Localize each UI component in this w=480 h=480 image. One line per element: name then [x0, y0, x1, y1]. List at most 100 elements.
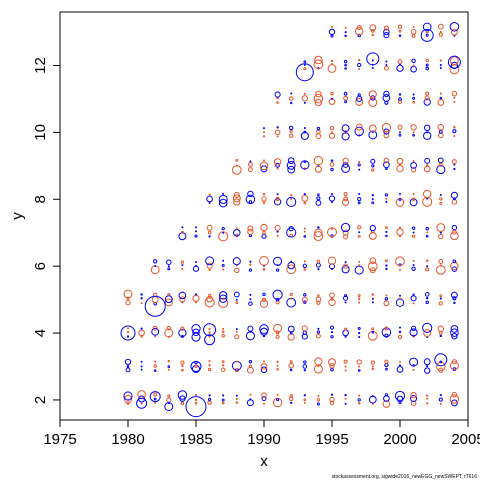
residual-bubble — [398, 330, 402, 334]
residual-bubble — [344, 294, 348, 298]
residual-bubble — [437, 123, 445, 131]
residual-bubble — [208, 331, 211, 334]
residual-bubble — [439, 96, 443, 100]
residual-bubble — [181, 368, 184, 372]
residual-bubble — [354, 265, 364, 275]
residual-bubble — [295, 63, 314, 82]
residual-bubble — [317, 394, 320, 397]
residual-bubble — [383, 25, 389, 31]
x-axis-title: x — [260, 453, 268, 470]
residual-bubble — [451, 224, 458, 231]
residual-bubble — [425, 259, 429, 262]
residual-bubble — [410, 28, 417, 35]
residual-bubble — [329, 162, 335, 167]
residual-bubble — [314, 55, 323, 65]
residual-bubble — [164, 328, 174, 338]
residual-bubble — [357, 62, 362, 68]
residual-bubble — [192, 294, 200, 302]
residual-bubble — [303, 67, 307, 71]
residual-bubble — [194, 401, 198, 405]
residual-bubble — [410, 325, 417, 331]
residual-bubble — [412, 96, 416, 100]
residual-bubble — [208, 364, 211, 367]
x-tick-label: 2000 — [383, 431, 416, 448]
residual-bubble — [153, 392, 158, 397]
residual-bubble — [263, 159, 265, 162]
residual-bubble — [178, 232, 187, 241]
residual-bubble — [384, 297, 389, 301]
residual-bubble — [276, 167, 279, 170]
residual-bubble — [343, 95, 349, 101]
residual-bubble — [276, 364, 279, 367]
residual-bubble — [126, 401, 130, 405]
residual-bubble — [235, 360, 238, 363]
residual-bubble — [411, 167, 417, 173]
residual-bubble — [399, 268, 401, 271]
residual-bubble — [423, 124, 431, 132]
residual-bubble — [303, 227, 306, 230]
residual-bubble — [411, 197, 416, 201]
residual-bubble — [167, 267, 171, 271]
residual-bubble — [439, 294, 443, 298]
residual-bubble — [371, 67, 374, 70]
residual-bubble — [153, 259, 158, 264]
residual-bubble — [412, 25, 415, 28]
residual-bubble — [452, 259, 457, 264]
residual-bubble — [422, 22, 432, 32]
residual-bubble — [246, 366, 254, 374]
residual-bubble — [167, 265, 170, 268]
residual-bubble — [301, 194, 309, 202]
residual-bubble — [207, 230, 212, 235]
residual-bubble — [344, 67, 347, 70]
residual-bubble — [314, 228, 323, 238]
residual-bubble — [398, 29, 402, 33]
residual-bubble — [385, 294, 388, 297]
residual-bubble — [288, 96, 294, 101]
residual-bubble — [399, 361, 401, 364]
residual-bubble — [397, 334, 403, 340]
residual-bubble — [261, 392, 267, 398]
residual-bubble — [302, 263, 307, 268]
residual-bubble — [410, 161, 418, 169]
residual-bubble — [412, 368, 415, 371]
residual-bubble — [385, 64, 388, 67]
residual-bubble — [247, 161, 253, 167]
residual-bubble — [167, 368, 170, 371]
residual-bubble — [220, 367, 226, 373]
residual-bubble — [317, 193, 320, 196]
residual-bubble — [371, 301, 374, 304]
residual-bubble — [341, 124, 350, 133]
residual-bubble — [208, 328, 211, 331]
residual-bubble — [437, 99, 445, 106]
residual-bubble — [315, 333, 321, 339]
residual-bubble — [342, 263, 349, 269]
residual-bubble — [194, 393, 198, 397]
residual-bubble — [177, 390, 188, 400]
residual-bubble — [385, 230, 388, 234]
residual-bubble — [164, 298, 173, 307]
residual-bubble — [208, 360, 211, 363]
residual-bubble — [439, 92, 442, 95]
residual-bubble — [314, 165, 322, 173]
residual-bubble — [439, 231, 442, 234]
residual-bubble — [426, 364, 429, 368]
residual-bubble — [303, 394, 306, 397]
residual-bubble — [207, 367, 212, 372]
residual-bubble — [422, 322, 433, 333]
residual-bubble — [425, 29, 429, 34]
residual-bubble — [303, 201, 307, 205]
x-tick-label: 1995 — [315, 431, 348, 448]
residual-bubble — [221, 333, 225, 338]
residual-bubble — [315, 262, 321, 268]
residual-bubble — [425, 58, 429, 63]
residual-bubble — [368, 124, 377, 133]
residual-bubble — [315, 90, 322, 98]
residual-bubble — [451, 159, 457, 165]
residual-bubble — [247, 167, 253, 173]
residual-bubble — [249, 398, 252, 401]
residual-bubble — [289, 125, 294, 131]
residual-bubble — [358, 335, 361, 339]
residual-bubble — [123, 391, 133, 401]
residual-bubble — [222, 231, 225, 234]
